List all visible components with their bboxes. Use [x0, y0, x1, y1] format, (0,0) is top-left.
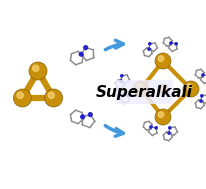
- Circle shape: [149, 126, 151, 128]
- Circle shape: [126, 95, 129, 97]
- Circle shape: [168, 127, 170, 129]
- Circle shape: [154, 127, 157, 129]
- Circle shape: [185, 84, 191, 89]
- Circle shape: [79, 52, 83, 56]
- Circle shape: [169, 42, 171, 44]
- Circle shape: [119, 80, 122, 82]
- FancyBboxPatch shape: [115, 80, 172, 104]
- Circle shape: [44, 89, 62, 107]
- Circle shape: [201, 74, 203, 76]
- Circle shape: [174, 43, 177, 45]
- Circle shape: [29, 62, 47, 80]
- Circle shape: [167, 132, 169, 134]
- Circle shape: [147, 48, 149, 50]
- Text: Superalkali: Superalkali: [95, 84, 192, 99]
- Circle shape: [159, 86, 163, 89]
- Circle shape: [121, 94, 123, 96]
- Circle shape: [200, 95, 202, 97]
- Circle shape: [80, 115, 84, 119]
- Circle shape: [154, 109, 170, 125]
- Circle shape: [148, 43, 150, 45]
- Circle shape: [120, 75, 122, 77]
- Circle shape: [17, 92, 23, 98]
- Circle shape: [32, 65, 39, 71]
- Circle shape: [154, 53, 170, 69]
- Circle shape: [13, 89, 31, 107]
- Circle shape: [136, 84, 141, 89]
- Circle shape: [83, 46, 87, 50]
- Circle shape: [157, 84, 167, 94]
- Circle shape: [157, 112, 163, 117]
- Circle shape: [157, 56, 163, 61]
- Circle shape: [132, 81, 148, 97]
- Circle shape: [199, 100, 201, 102]
- Circle shape: [48, 92, 54, 98]
- Circle shape: [182, 81, 198, 97]
- Circle shape: [88, 113, 92, 116]
